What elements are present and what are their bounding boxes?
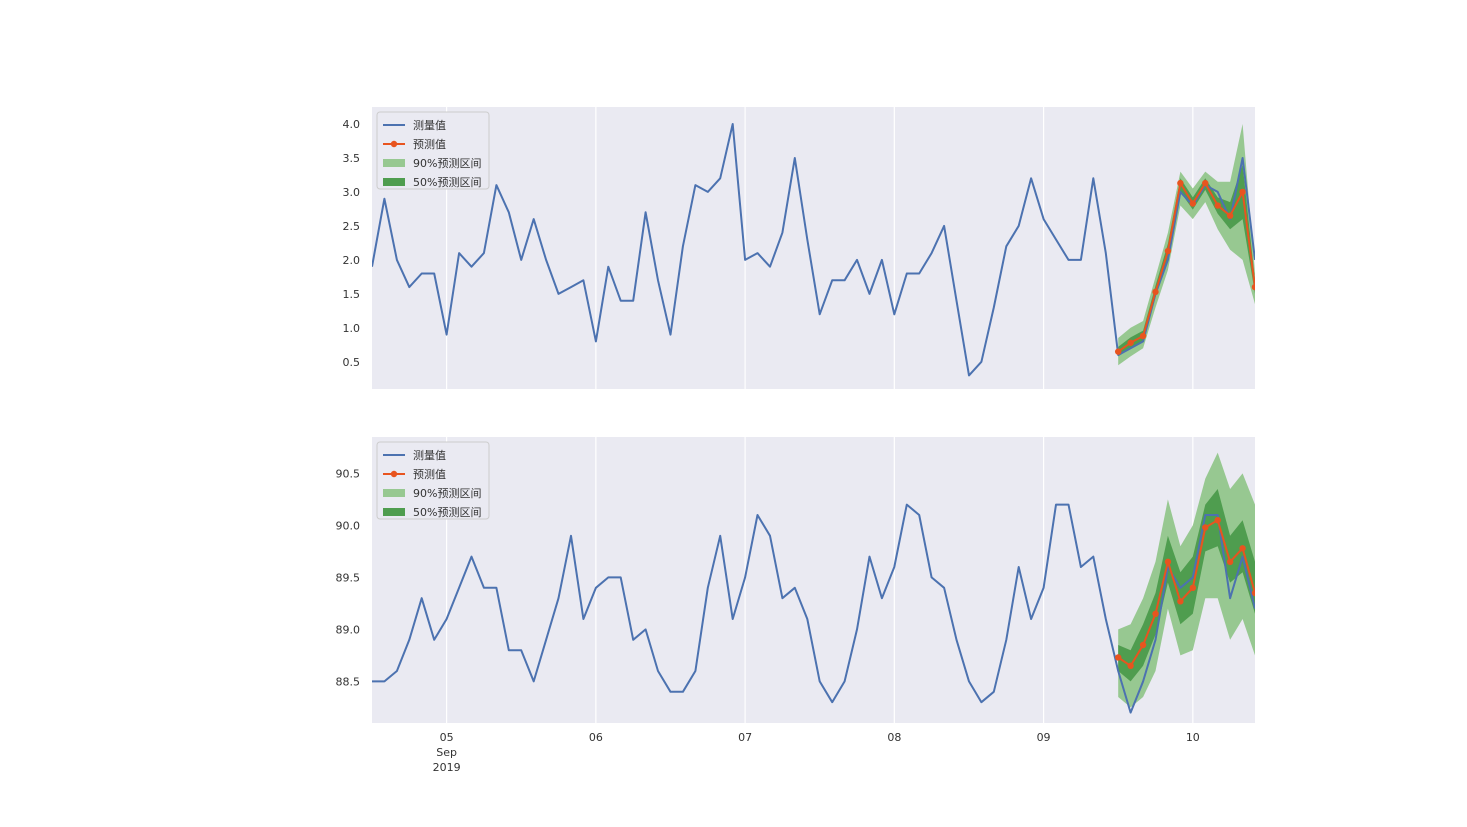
y-tick-label: 4.0	[343, 118, 361, 131]
legend-pi90-swatch	[383, 489, 405, 497]
predicted-point	[1177, 179, 1184, 187]
y-tick-label: 2.0	[343, 254, 361, 267]
predicted-point	[1202, 179, 1209, 187]
y-tick-label: 1.0	[343, 322, 361, 335]
legend-pi50-label: 50%预测区间	[413, 176, 481, 189]
plot-area	[372, 452, 1255, 714]
predicted-point	[1214, 517, 1221, 524]
predicted-point	[1139, 641, 1147, 649]
predicted-point	[1202, 524, 1209, 531]
y-tick-label: 1.5	[343, 288, 361, 301]
predicted-point	[1114, 654, 1122, 661]
legend-measured-label: 测量值	[413, 449, 446, 462]
legend-box	[376, 441, 490, 520]
legend-pi90-label: 90%预测区间	[413, 487, 481, 500]
x-tick-label: 07	[738, 731, 752, 744]
legend-pi90-swatch	[383, 159, 405, 167]
predicted-point	[1189, 584, 1197, 591]
predicted-point	[1251, 283, 1255, 291]
y-tick-label: 3.0	[343, 186, 361, 199]
predicted-point	[1114, 348, 1122, 355]
plot-area	[372, 123, 1255, 377]
legend-box	[376, 111, 490, 190]
x-tick-label: 05	[440, 731, 454, 744]
x-axis-year-label: 2019	[433, 761, 461, 774]
legend-pi50-label: 50%预测区间	[413, 506, 481, 519]
measured-series-line	[372, 123, 1255, 377]
predicted-point	[1139, 332, 1147, 340]
predicted-point	[1152, 288, 1159, 296]
x-axis-month-label: Sep	[436, 746, 457, 759]
predicted-point	[1127, 662, 1134, 669]
y-tick-label: 90.5	[336, 467, 361, 480]
x-tick-label: 06	[589, 731, 603, 744]
y-tick-label: 2.5	[343, 220, 361, 233]
predicted-point	[1164, 247, 1172, 255]
y-tick-label: 90.0	[336, 519, 361, 532]
legend-predicted-marker	[390, 140, 398, 148]
y-tick-label: 0.5	[343, 356, 361, 369]
shared-x-axis: Sep 2019 05 06 07 08 09 10	[433, 731, 1200, 774]
y-tick-label: 89.5	[336, 571, 361, 584]
legend-predicted-marker	[390, 470, 398, 478]
predicted-point	[1152, 610, 1159, 617]
predicted-point	[1189, 200, 1197, 207]
plot-background	[372, 107, 1255, 389]
x-tick-label: 09	[1037, 731, 1051, 744]
predicted-point	[1164, 558, 1172, 565]
measured-series-line	[372, 503, 1255, 714]
predicted-point	[1226, 558, 1234, 565]
predicted-point	[1226, 212, 1234, 219]
legend-pi50-swatch	[383, 508, 405, 516]
legend-pi50-swatch	[383, 178, 405, 186]
legend-predicted-label: 预测值	[413, 468, 446, 481]
legend-measured-label: 测量值	[413, 119, 446, 132]
legend-predicted-label: 预测值	[413, 138, 446, 151]
y-tick-label: 88.5	[336, 675, 361, 688]
predicted-point	[1239, 188, 1246, 196]
predicted-point	[1177, 598, 1184, 605]
y-tick-label: 89.0	[336, 623, 361, 636]
predicted-point	[1127, 339, 1134, 346]
prediction-interval-50-band	[1118, 164, 1255, 357]
legend-pi90-label: 90%预测区间	[413, 157, 481, 170]
x-tick-label: 08	[887, 731, 901, 744]
predicted-point	[1251, 589, 1255, 597]
predicted-point	[1214, 202, 1221, 209]
predicted-point	[1239, 545, 1246, 552]
x-tick-label: 10	[1186, 731, 1200, 744]
plot-background	[372, 437, 1255, 723]
y-tick-label: 3.5	[343, 152, 361, 165]
